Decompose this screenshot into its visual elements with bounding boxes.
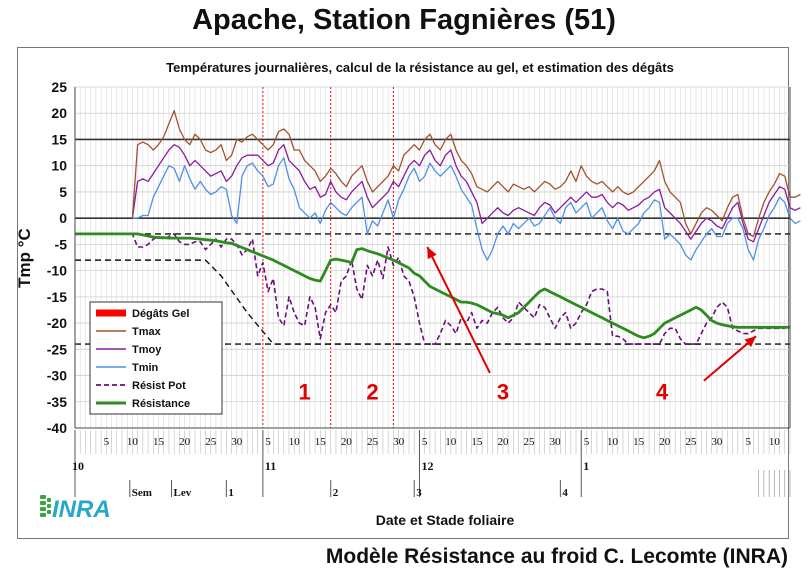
legend-entry: Tmax <box>132 326 162 338</box>
x-stage-label: 2 <box>333 487 339 499</box>
y-axis-label: Tmp °C <box>15 228 34 288</box>
annotation-label: 1 <box>299 379 311 404</box>
x-day-tick-label: 10 <box>289 436 301 448</box>
x-day-tick-label: 30 <box>231 436 243 448</box>
series-lines <box>75 109 801 345</box>
x-day-tick-label: 25 <box>524 436 536 448</box>
x-day-tick-label: 10 <box>127 436 139 448</box>
series-tmin <box>132 157 801 261</box>
x-day-tick-label: 30 <box>550 436 562 448</box>
x-day-tick-label: 5 <box>584 436 590 448</box>
x-month-label: 1 <box>583 459 589 473</box>
x-day-tick-label: 20 <box>497 436 509 448</box>
chart-title: Températures journalières, calcul de la … <box>166 60 674 75</box>
y-tick-label: 20 <box>51 105 67 121</box>
annotations: 1 2 3 4 <box>299 246 757 404</box>
x-stage-label: 4 <box>562 487 568 499</box>
legend-entry: Résistance <box>132 398 190 410</box>
series-r-sist-pot <box>75 233 785 345</box>
inra-logo: INRA <box>38 489 112 523</box>
x-stage-label: Lev <box>174 487 192 499</box>
x-day-tick-label: 15 <box>153 436 165 448</box>
annotation-arrow <box>426 246 491 374</box>
x-month-label: 12 <box>421 459 433 473</box>
footer-caption: Modèle Résistance au froid C. Lecomte (I… <box>325 545 788 568</box>
x-day-tick-label: 5 <box>422 436 428 448</box>
x-day-tick-label: 30 <box>393 436 405 448</box>
x-day-tick-label: 10 <box>769 436 781 448</box>
legend-entry: Tmoy <box>132 344 162 356</box>
x-day-tick-label: 5 <box>104 436 110 448</box>
chart-frame <box>17 47 789 539</box>
x-day-tick-label: 20 <box>341 436 353 448</box>
y-tick-label: -35 <box>47 394 67 410</box>
x-day-tick-label: 15 <box>315 436 327 448</box>
legend-box <box>89 301 223 415</box>
annotation-label: 4 <box>656 379 669 404</box>
logo-text: INRA <box>52 496 111 523</box>
annotation-arrowhead <box>427 247 437 260</box>
x-day-tick-label: 20 <box>179 436 191 448</box>
y-tick-label: -10 <box>47 263 67 279</box>
series-tmoy <box>131 144 801 243</box>
x-month-label: 11 <box>265 459 276 473</box>
annotation-label: 3 <box>497 379 509 404</box>
y-tick-label: 10 <box>51 158 67 174</box>
x-day-tick-label: 15 <box>633 436 645 448</box>
y-tick-label: -25 <box>47 341 67 357</box>
x-day-tick-label: 25 <box>367 436 379 448</box>
y-tick-label: 15 <box>51 131 67 147</box>
y-tick-label: -40 <box>47 420 67 436</box>
y-tick-label: 5 <box>59 184 67 200</box>
x-day-tick-label: 10 <box>445 436 457 448</box>
annotation-arrow <box>703 335 757 382</box>
y-tick-label: 0 <box>59 210 67 226</box>
x-day-tick-label: 30 <box>711 436 723 448</box>
y-tick-label: -15 <box>47 289 67 305</box>
x-day-tick-label: 15 <box>471 436 483 448</box>
x-month-label: 10 <box>72 459 84 473</box>
resist-pot-baseline <box>75 259 702 345</box>
x-day-tick-label: 25 <box>685 436 697 448</box>
page-title: Apache, Station Fagnières (51) <box>192 4 616 36</box>
x-day-tick-label: 10 <box>607 436 619 448</box>
y-tick-label: -20 <box>47 315 67 331</box>
x-stage-label: Sem <box>132 487 152 499</box>
x-day-tick-label: 5 <box>745 436 751 448</box>
legend-entry: Tmin <box>132 362 159 374</box>
series-tmax <box>131 109 801 238</box>
y-tick-label: 25 <box>51 79 67 95</box>
x-stage-label: 3 <box>416 487 422 499</box>
annotation-label: 2 <box>366 379 378 404</box>
x-day-tick-label: 5 <box>265 436 271 448</box>
x-stage-label: 1 <box>228 487 234 499</box>
legend-entry: Dégâts Gel <box>132 308 189 320</box>
annotation-arrowhead <box>744 336 757 348</box>
x-day-tick-label: 20 <box>659 436 671 448</box>
x-axis-label: Date et Stade foliaire <box>376 512 515 528</box>
y-tick-label: -5 <box>55 236 68 252</box>
x-day-tick-label: 25 <box>205 436 217 448</box>
legend: Dégâts Gel Tmax Tmoy Tmin Résist Pot Résistan… <box>89 301 223 415</box>
y-tick-label: -30 <box>47 368 67 384</box>
legend-entry: Résist Pot <box>132 380 186 392</box>
series-r-sistance <box>75 232 790 340</box>
